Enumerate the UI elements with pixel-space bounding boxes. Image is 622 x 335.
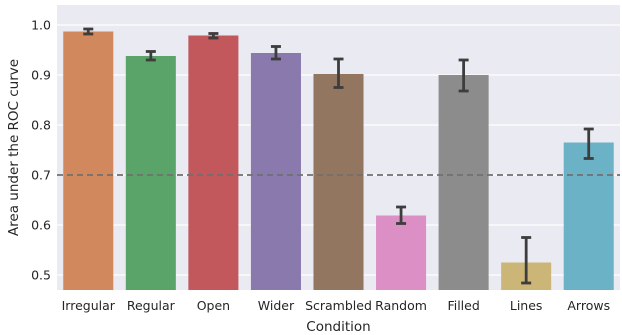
y-axis-label: Area under the ROC curve — [6, 59, 22, 236]
bar-irregular — [63, 31, 114, 290]
bars — [63, 31, 614, 290]
error-bar-wider — [270, 45, 281, 61]
x-tick-label: Wider — [258, 298, 295, 313]
x-tick-label: Random — [375, 298, 427, 313]
error-bar-open — [208, 32, 219, 40]
error-bar-regular — [145, 50, 156, 62]
x-tick-label: Regular — [127, 298, 176, 313]
bar-scrambled — [313, 74, 364, 290]
y-tick-label: 0.5 — [31, 268, 51, 283]
error-bar-random — [396, 205, 407, 225]
x-tick-labels: Irregular Regular Open Wider Scrambled Random… — [62, 298, 610, 313]
x-tick-label: Irregular — [62, 298, 116, 313]
bar-random — [376, 215, 427, 290]
x-axis-label: Condition — [306, 319, 370, 335]
error-bar-scrambled — [333, 57, 344, 89]
bar-open — [188, 35, 239, 290]
x-tick-label: Lines — [510, 298, 543, 313]
bar-wider — [250, 53, 301, 290]
y-tick-label: 0.6 — [31, 218, 51, 233]
bar-regular — [125, 56, 176, 290]
error-bar-arrows — [583, 127, 594, 160]
y-tick-label: 0.9 — [31, 68, 51, 83]
y-tick-label: 0.7 — [31, 168, 51, 183]
error-bar-lines — [521, 236, 532, 285]
error-bar-filled — [458, 58, 469, 93]
bar-filled — [438, 75, 489, 290]
x-tick-label: Scrambled — [305, 298, 372, 313]
error-bars — [83, 27, 594, 285]
x-tick-label: Open — [197, 298, 230, 313]
x-tick-label: Filled — [447, 298, 479, 313]
y-tick-label: 0.8 — [31, 118, 51, 133]
error-bar-irregular — [83, 27, 94, 36]
bar-arrows — [563, 142, 614, 290]
y-tick-labels: 0.5 0.6 0.7 0.8 0.9 1.0 — [31, 18, 51, 283]
y-tick-label: 1.0 — [31, 18, 51, 33]
x-tick-label: Arrows — [567, 298, 610, 313]
